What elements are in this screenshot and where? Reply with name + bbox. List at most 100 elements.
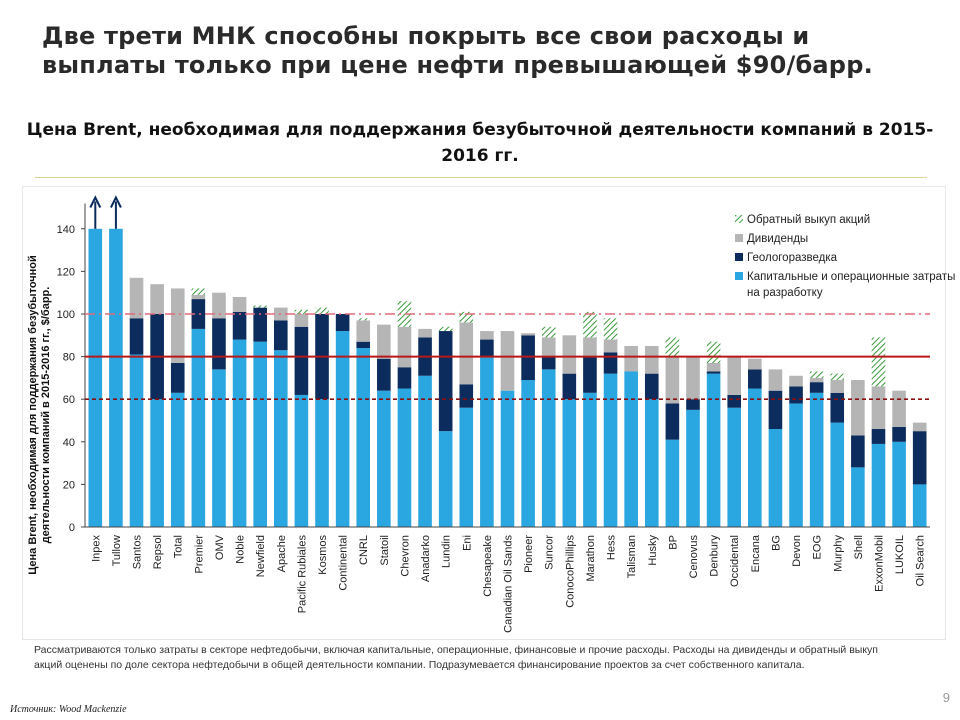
bar-segment-dividends xyxy=(150,284,164,314)
bar-segment-exploration xyxy=(809,382,824,393)
bar-segment-dividends xyxy=(191,294,206,300)
bar-segment-exploration xyxy=(356,341,371,349)
x-tick-label: Continental xyxy=(338,535,350,591)
bar-segment-buyback xyxy=(541,326,556,338)
bar-segment-dividends xyxy=(603,339,618,353)
bar-segment-dividends xyxy=(129,277,144,319)
bar-segment-dividends xyxy=(624,345,638,372)
bar-segment-capex xyxy=(109,228,123,528)
bar-segment-dividends xyxy=(170,288,185,363)
overflow-arrow-head xyxy=(110,195,122,208)
bar-segment-exploration xyxy=(253,307,267,342)
y-tick-label: 0 xyxy=(69,522,75,534)
bar-segment-capex xyxy=(170,392,185,527)
bar-segment-exploration xyxy=(294,326,309,395)
bar-segment-capex xyxy=(397,388,412,527)
bar-segment-exploration xyxy=(273,320,288,351)
x-tick-label: Devon xyxy=(791,535,803,567)
bar-segment-buyback xyxy=(356,318,371,321)
bar-segment-exploration xyxy=(170,362,185,393)
bar-segment-capex xyxy=(706,373,721,527)
bar-segment-capex xyxy=(191,328,206,527)
slide-title: Две трети МНК способны покрыть все свои … xyxy=(42,22,873,79)
y-tick-label: 40 xyxy=(63,437,75,449)
bar-segment-exploration xyxy=(397,367,412,389)
bar-segment-capex xyxy=(459,407,474,527)
bar-segment-buyback xyxy=(706,341,721,363)
x-tick-label: Kosmos xyxy=(317,535,329,575)
bar-segment-buyback xyxy=(871,337,886,387)
bar-segment-capex xyxy=(521,380,535,527)
bar-segment-exploration xyxy=(789,386,803,404)
legend-swatch-capex xyxy=(735,272,743,280)
bar-segment-exploration xyxy=(727,394,742,408)
bar-segment-exploration xyxy=(665,403,680,440)
bar-segment-capex xyxy=(686,409,700,527)
bar-segment-dividends xyxy=(871,386,886,430)
bar-segment-exploration xyxy=(562,373,577,400)
y-tick-label: 120 xyxy=(57,266,75,278)
x-tick-label: Husky xyxy=(647,535,659,566)
bar-segment-buyback xyxy=(603,318,618,340)
bar-segment-dividends xyxy=(562,335,577,374)
x-tick-label: Denbury xyxy=(709,535,721,577)
bar-segment-capex xyxy=(273,350,288,527)
chart-title: Цена Brent, необходимая для поддержания … xyxy=(26,120,934,166)
bar-segment-exploration xyxy=(377,358,391,391)
bar-segment-buyback xyxy=(830,373,845,381)
bar-segment-exploration xyxy=(892,426,906,442)
bar-segment-dividends xyxy=(851,380,865,436)
bar-segment-capex xyxy=(809,392,824,527)
bar-segment-capex xyxy=(418,375,432,527)
bar-segment-capex xyxy=(356,348,371,527)
bar-segment-capex xyxy=(335,331,350,527)
x-tick-label: CNRL xyxy=(358,535,370,565)
bar-segment-capex xyxy=(129,354,144,527)
x-tick-label: Inpex xyxy=(90,535,102,562)
bar-segment-dividends xyxy=(644,345,659,374)
bar-segment-dividends xyxy=(521,333,535,336)
x-tick-label: Statoil xyxy=(379,535,391,566)
legend-label-exploration: Геологоразведка xyxy=(747,252,838,264)
legend-swatch-buyback xyxy=(735,215,743,223)
bar-segment-buyback xyxy=(397,301,412,327)
bar-segment-capex xyxy=(294,394,309,527)
bar-segment-exploration xyxy=(521,335,535,381)
x-tick-label: Occidental xyxy=(729,535,741,587)
bar-segment-capex xyxy=(315,399,329,527)
bar-segment-dividends xyxy=(418,328,432,338)
bar-segment-capex xyxy=(748,388,762,527)
bar-segment-capex xyxy=(851,467,865,527)
x-tick-label: Eni xyxy=(461,535,473,551)
bar-segment-exploration xyxy=(603,352,618,374)
bar-segment-exploration xyxy=(541,356,556,370)
y-tick-label: 60 xyxy=(63,394,75,406)
x-tick-label: Pioneer xyxy=(523,535,535,573)
x-tick-label: ConocoPhillips xyxy=(564,535,576,608)
x-tick-label: BP xyxy=(667,535,679,550)
bar-segment-buyback xyxy=(665,337,680,357)
bar-segment-exploration xyxy=(851,435,865,468)
x-tick-label: Hess xyxy=(606,535,618,561)
bar-segment-dividends xyxy=(912,422,927,432)
bar-segment-buyback xyxy=(315,307,329,314)
bar-segment-dividends xyxy=(789,375,803,387)
x-tick-label: EOG xyxy=(812,535,824,559)
bar-segment-capex xyxy=(871,443,886,527)
bar-segment-dividends xyxy=(768,369,783,391)
bar-segment-buyback xyxy=(459,311,474,323)
bar-segment-dividends xyxy=(480,331,494,340)
bar-segment-capex xyxy=(644,399,659,527)
bar-segment-exploration xyxy=(871,429,886,444)
x-tick-label: ExxonMobil xyxy=(873,535,885,592)
y-tick-label: 140 xyxy=(57,224,75,236)
x-tick-label: Chevron xyxy=(399,535,411,577)
bar-segment-dividends xyxy=(356,320,371,342)
x-tick-label: Total xyxy=(173,535,185,558)
legend-swatch-dividends xyxy=(735,234,743,242)
bar-segment-capex xyxy=(665,439,680,527)
y-tick-label: 100 xyxy=(57,309,75,321)
bar-segment-dividends xyxy=(541,337,556,357)
x-tick-label: Chesapeake xyxy=(482,535,494,597)
